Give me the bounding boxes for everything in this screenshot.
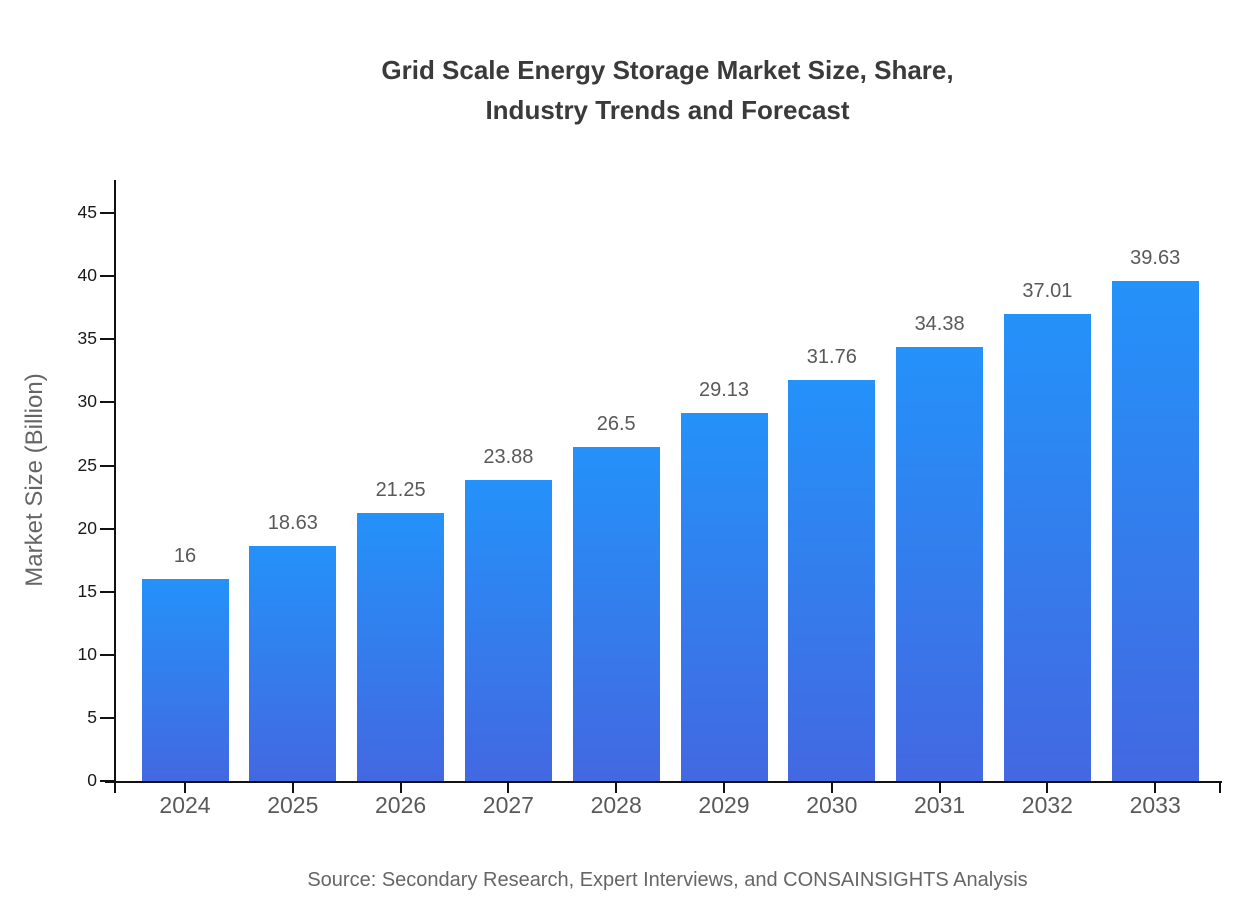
y-axis-tick-label: 45 [77, 202, 97, 223]
y-axis-tick-label: 0 [87, 770, 97, 790]
x-axis-tick [399, 781, 402, 793]
x-axis-end-tick [1219, 781, 1221, 793]
bar [572, 446, 660, 781]
y-axis-tick-label: 30 [77, 391, 97, 412]
y-axis-tick [100, 590, 114, 593]
bar-value-label: 18.63 [267, 511, 318, 534]
x-axis-category-label: 2027 [482, 792, 534, 818]
bar-value-label: 21.25 [375, 478, 426, 501]
x-axis-tick [184, 781, 186, 793]
chart-title-line-1: Grid Scale Energy Storage Market Size, S… [381, 55, 954, 85]
x-axis-category-label: 2032 [1021, 792, 1073, 818]
y-axis-tick-label: 5 [87, 706, 97, 727]
x-axis-category-label: 2030 [806, 792, 858, 818]
bar [464, 479, 552, 781]
x-axis-category-label: 2024 [159, 792, 211, 818]
y-axis-line [114, 180, 116, 793]
x-axis-tick [938, 781, 941, 793]
bar [249, 545, 337, 781]
x-axis-category-label: 2028 [590, 792, 642, 818]
y-axis-tick [100, 653, 114, 656]
x-axis-tick [615, 781, 618, 793]
y-axis-title: Market Size (Billion) [21, 373, 48, 587]
bar [680, 413, 768, 781]
chart-title-line-2: Industry Trends and Forecast [485, 95, 850, 125]
y-axis-tick [100, 716, 114, 719]
y-axis-tick-label: 35 [77, 328, 97, 349]
y-axis-tick [100, 527, 114, 530]
bar-value-label: 23.88 [483, 445, 534, 468]
bar-value-label: 31.76 [806, 346, 857, 369]
bar [141, 579, 229, 781]
x-axis-tick [830, 781, 833, 793]
bar-value-label: 16 [173, 545, 197, 568]
y-axis-tick [100, 275, 114, 278]
bar [357, 512, 445, 781]
y-axis-tick-label: 20 [77, 517, 97, 538]
x-axis-tick [723, 781, 725, 793]
x-axis-category-label: 2029 [698, 792, 750, 818]
y-axis-tick-label: 25 [77, 454, 97, 475]
x-axis-category-label: 2026 [375, 792, 427, 818]
y-axis-tick-label: 15 [77, 580, 97, 601]
x-axis-category-label: 2031 [914, 792, 966, 818]
bar [896, 347, 984, 781]
y-axis-tick-label: 10 [77, 643, 97, 664]
source-attribution: Source: Secondary Research, Expert Inter… [307, 869, 1028, 891]
x-axis-line [105, 781, 1222, 783]
y-axis-tick [100, 338, 114, 341]
bar-value-label: 37.01 [1022, 279, 1073, 302]
x-axis-tick [291, 781, 294, 793]
y-axis-tick [100, 212, 114, 215]
bar-value-label: 29.13 [698, 379, 750, 402]
y-axis-tick [100, 401, 114, 404]
y-axis-tick-label: 40 [77, 265, 97, 286]
x-axis-category-label: 2025 [267, 792, 319, 818]
x-axis-tick [1154, 781, 1157, 793]
chart-title: Grid Scale Energy Storage Market Size, S… [115, 50, 1220, 130]
bar-value-label: 26.5 [596, 412, 636, 435]
x-axis-tick [507, 781, 510, 793]
bar [1111, 280, 1199, 781]
bar-value-label: 39.63 [1130, 246, 1181, 269]
y-axis-tick [100, 780, 114, 782]
y-axis-tick [100, 464, 114, 467]
bar [788, 380, 876, 781]
bar-value-label: 34.38 [914, 313, 965, 336]
bar [1003, 313, 1091, 781]
x-axis-category-label: 2033 [1129, 792, 1181, 818]
x-axis-tick [1046, 781, 1049, 793]
